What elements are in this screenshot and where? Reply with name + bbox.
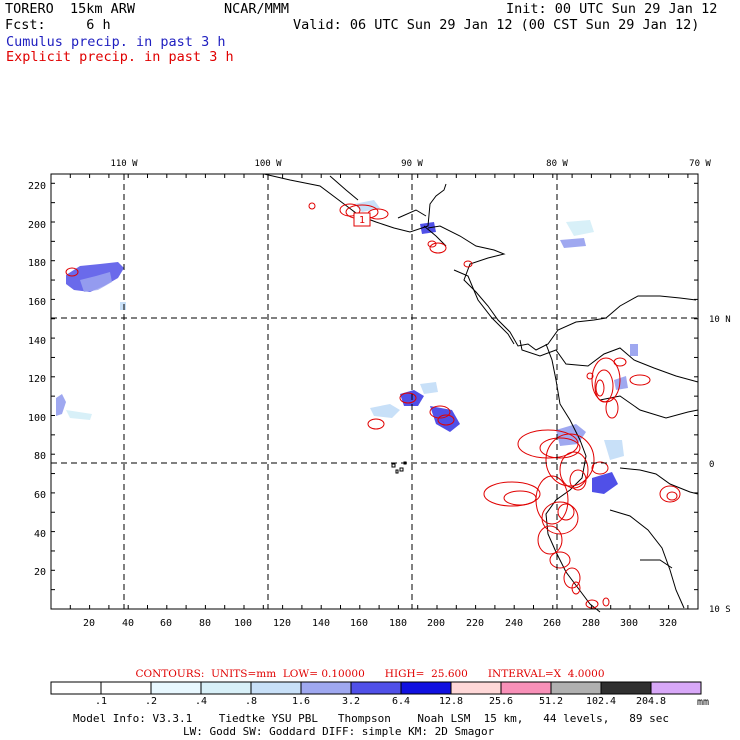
colorbar-box	[50, 681, 102, 695]
colorbar-box	[250, 681, 302, 695]
model-name: TORERO 15km ARW	[5, 1, 136, 17]
lon-label: 80 W	[546, 159, 568, 169]
axis-tick-marks	[50, 174, 698, 610]
y-tick-label: 140	[28, 336, 46, 347]
lat-label: 10 N	[709, 315, 731, 325]
colorbar-box	[100, 681, 152, 695]
colorbar-box	[150, 681, 202, 695]
colorbar-box	[600, 681, 652, 695]
colorbar-box	[550, 681, 602, 695]
y-tick-label: 200	[28, 220, 46, 231]
lon-label: 70 W	[689, 159, 711, 169]
y-tick-label: 180	[28, 258, 46, 269]
model-info-line2: LW: Godd SW: Goddard DIFF: simple KM: 2D…	[183, 725, 495, 738]
x-axis-tick-labels: 20 40 60 80 100 120 140 160 180 200 220 …	[83, 618, 677, 629]
colorbar-label: .4	[194, 696, 208, 707]
colorbar-label: 1.6	[291, 696, 311, 707]
colorbar-label: 204.8	[635, 696, 667, 707]
max-marker-label: 1	[359, 215, 365, 226]
colorbar-box	[200, 681, 252, 695]
lon-label: 110 W	[110, 159, 138, 169]
coastlines	[263, 173, 699, 613]
lat-lon-grid	[51, 174, 698, 609]
x-tick-label: 40	[122, 618, 134, 629]
colorbar-label: 25.6	[488, 696, 514, 707]
contours-info: CONTOURS: UNITS=mm LOW= 0.10000 HIGH= 25…	[135, 668, 605, 680]
x-tick-label: 260	[543, 618, 561, 629]
colorbar-label: .2	[144, 696, 158, 707]
x-tick-label: 20	[83, 618, 95, 629]
colorbar: mm	[50, 681, 709, 708]
x-tick-label: 180	[389, 618, 407, 629]
colorbar-label: 3.2	[341, 696, 361, 707]
y-tick-label: 100	[28, 413, 46, 424]
x-tick-label: 120	[273, 618, 291, 629]
forecast-hour: Fcst: 6 h	[5, 17, 111, 33]
colorbar-label: 6.4	[391, 696, 411, 707]
longitude-labels: 110 W 100 W 90 W 80 W 70 W	[110, 159, 711, 169]
map-frame	[50, 173, 699, 610]
colorbar-box	[500, 681, 552, 695]
y-tick-label: 60	[34, 490, 46, 501]
init-time: Init: 00 UTC Sun 29 Jan 12	[506, 1, 718, 17]
latitude-labels: 10 N 0 10 S	[709, 315, 731, 615]
colorbar-box	[650, 681, 702, 695]
colorbar-label: 12.8	[438, 696, 464, 707]
colorbar-box	[450, 681, 502, 695]
x-tick-label: 320	[659, 618, 677, 629]
valid-time: Valid: 06 UTC Sun 29 Jan 12 (00 CST Sun …	[293, 17, 700, 33]
cumulus-legend: Cumulus precip. in past 3 h	[6, 34, 226, 50]
x-tick-label: 160	[350, 618, 368, 629]
x-tick-label: 80	[199, 618, 211, 629]
colorbar-box	[350, 681, 402, 695]
x-tick-label: 300	[620, 618, 638, 629]
x-tick-label: 220	[466, 618, 484, 629]
center-name: NCAR/MMM	[224, 1, 290, 17]
lon-label: 90 W	[401, 159, 423, 169]
colorbar-label: 102.4	[585, 696, 617, 707]
lon-label: 100 W	[254, 159, 282, 169]
cumulus-precip-areas	[56, 200, 638, 494]
y-tick-label: 120	[28, 374, 46, 385]
explicit-legend: Explicit precip. in past 3 h	[6, 49, 234, 65]
y-tick-label: 20	[34, 567, 46, 578]
colorbar-units: mm	[697, 697, 709, 708]
x-tick-label: 60	[160, 618, 172, 629]
y-tick-label: 220	[28, 181, 46, 192]
lat-label: 0	[709, 460, 714, 470]
y-axis-tick-labels: 20 40 60 80 100 120 140 160 180 200 220	[28, 181, 46, 578]
colorbar-label: .8	[244, 696, 258, 707]
colorbar-boxes	[50, 681, 702, 695]
model-info: Model Info: V3.3.1 Tiedtke YSU PBL Thomp…	[73, 712, 669, 738]
x-tick-label: 100	[234, 618, 252, 629]
y-tick-label: 160	[28, 297, 46, 308]
x-tick-label: 200	[427, 618, 445, 629]
x-tick-label: 240	[505, 618, 523, 629]
explicit-precip-contours	[65, 202, 681, 609]
colorbar-box	[300, 681, 352, 695]
x-tick-label: 280	[582, 618, 600, 629]
colorbar-labels: .1 .2 .4 .8 1.6 3.2 6.4 12.8 25.6 51.2 102.4 204.8	[0, 697, 740, 709]
colorbar-label: .1	[94, 696, 108, 707]
y-tick-label: 40	[34, 529, 46, 540]
y-tick-label: 80	[34, 451, 46, 462]
colorbar-box	[400, 681, 452, 695]
lat-label: 10 S	[709, 605, 731, 615]
max-marker: 1	[353, 212, 371, 227]
model-info-line1: Model Info: V3.3.1 Tiedtke YSU PBL Thomp…	[73, 712, 670, 725]
x-tick-label: 140	[312, 618, 330, 629]
colorbar-label: 51.2	[538, 696, 564, 707]
